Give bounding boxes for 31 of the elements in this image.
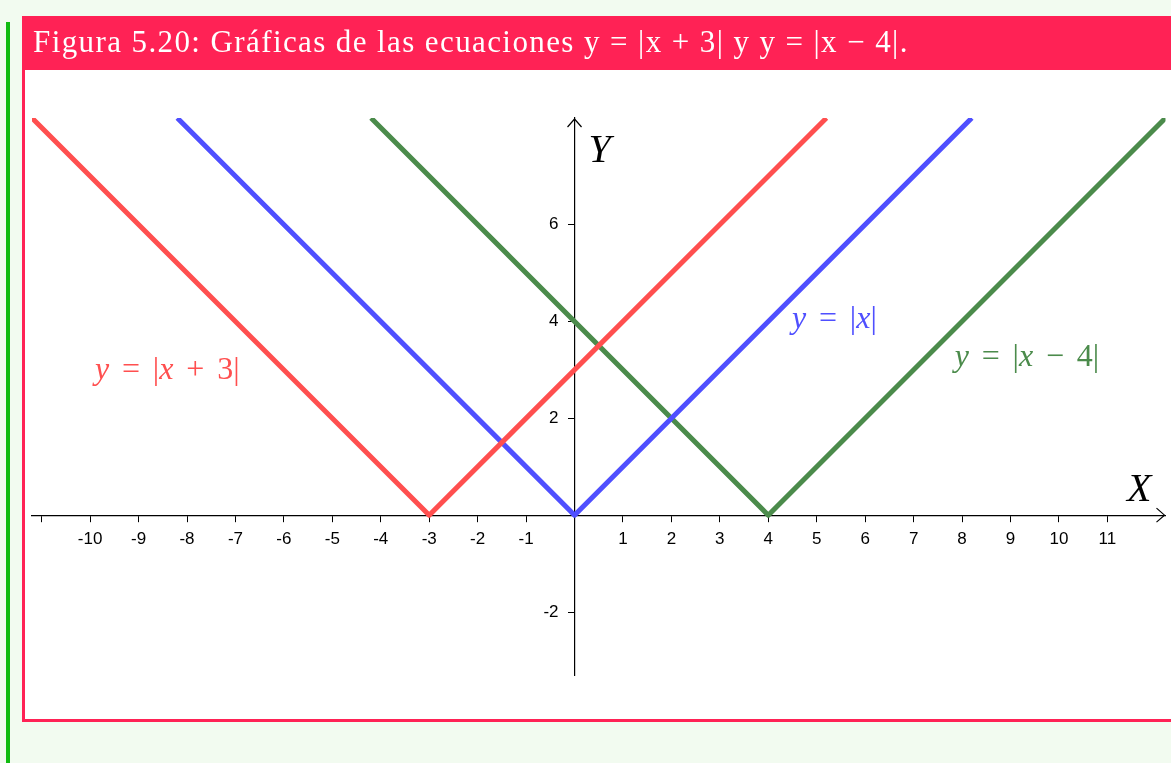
x-tick-label: 6 xyxy=(860,529,870,549)
series-label: y = |x| xyxy=(789,298,877,335)
x-tick-label: 9 xyxy=(1005,529,1016,549)
x-tick-label: -5 xyxy=(324,529,340,549)
y-axis-title: Y xyxy=(588,126,615,171)
x-tick-label: 11 xyxy=(1098,529,1117,549)
x-tick-label: 4 xyxy=(763,529,774,549)
x-tick-label: 3 xyxy=(715,529,725,549)
x-tick-label: -9 xyxy=(131,529,147,549)
x-tick-label: 10 xyxy=(1049,529,1069,549)
x-tick-label: -7 xyxy=(227,529,244,549)
x-tick-label: 8 xyxy=(957,529,967,549)
series-label: y = |x − 4| xyxy=(951,337,1100,374)
x-tick-label: -4 xyxy=(373,529,389,549)
y-tick-label: -2 xyxy=(543,601,559,621)
x-tick-label: -8 xyxy=(179,529,195,549)
x-tick-label: 1 xyxy=(618,529,628,549)
x-tick-label: -10 xyxy=(77,529,103,549)
series-label: y = |x + 3| xyxy=(92,350,240,387)
x-tick-label: 5 xyxy=(812,529,822,549)
y-tick-label: 2 xyxy=(549,407,559,427)
chart-title: Figura 5.20: Gráficas de las ecuaciones y = |x + 3| y y = |x − 4|. xyxy=(25,19,1171,70)
y-tick-label: 4 xyxy=(549,311,559,331)
x-tick-label: 7 xyxy=(908,529,919,549)
x-tick-label: -1 xyxy=(518,529,534,549)
x-tick-label: 2 xyxy=(666,529,677,549)
x-tick-label: -6 xyxy=(276,529,292,549)
x-tick-label: -3 xyxy=(421,529,437,549)
x-axis-title: X xyxy=(1125,465,1154,511)
y-tick-label: 6 xyxy=(549,214,559,234)
x-tick-label: -2 xyxy=(470,529,486,549)
